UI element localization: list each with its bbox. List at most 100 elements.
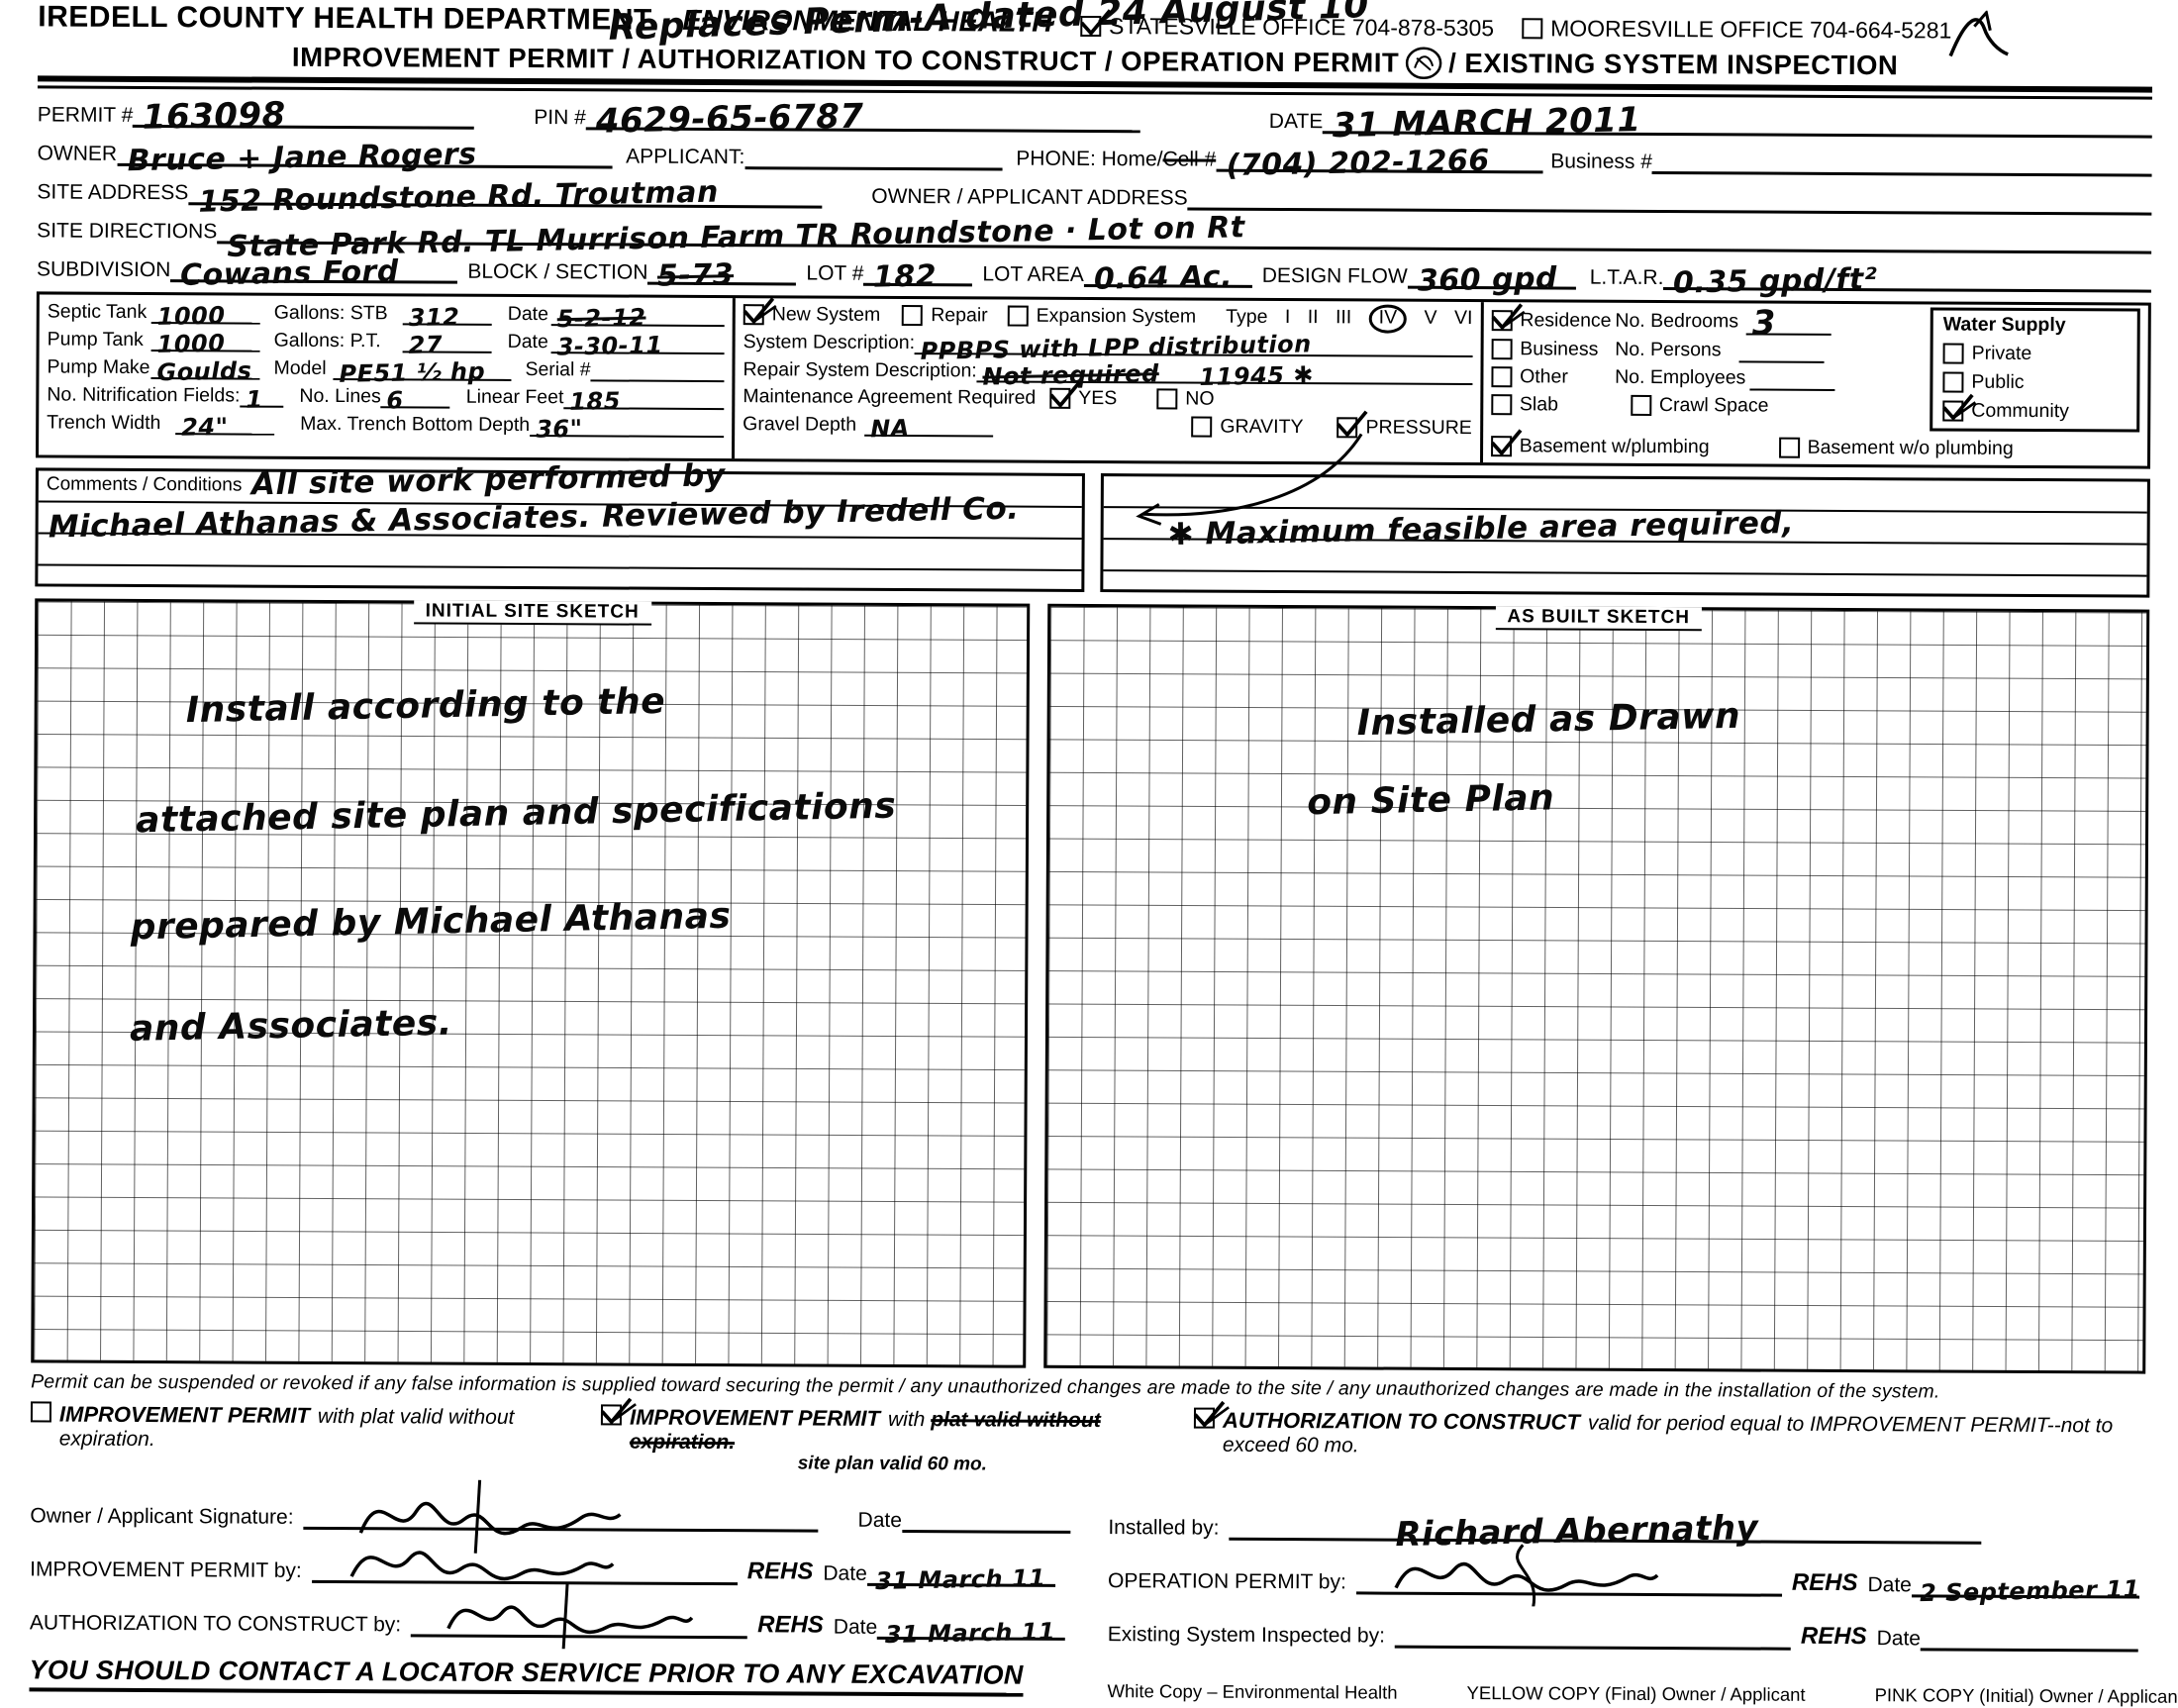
stb-date-field: 5-2-12 bbox=[550, 302, 725, 334]
pt-date-field: 3-30-11 bbox=[550, 330, 725, 361]
pressure-label: PRESSURE bbox=[1365, 415, 1472, 439]
basement-no-plumbing-checkbox[interactable] bbox=[1778, 437, 1800, 458]
phone-value: (704) 202-1266 bbox=[1225, 143, 1490, 183]
initial-sketch-line-2: attached site plan and specifications bbox=[135, 785, 897, 842]
atc-date-field: 31 March 11 bbox=[877, 1609, 1066, 1649]
ip-date-label: Date bbox=[823, 1561, 867, 1585]
signature-right-column: Installed by: Richard Abernathy OPERATIO… bbox=[1093, 1480, 2178, 1708]
mooresville-checkbox[interactable] bbox=[1522, 18, 1543, 40]
maintenance-no-checkbox[interactable] bbox=[1156, 388, 1178, 410]
site-address-field: 152 Roundstone Rd. Troutman bbox=[188, 175, 823, 220]
ltar-label: L.T.A.R. bbox=[1589, 265, 1664, 290]
copy-distribution: White Copy – Environmental Health YELLOW… bbox=[1107, 1680, 2178, 1708]
max-trench-depth-field: 36" bbox=[530, 413, 725, 445]
installed-by-label: Installed by: bbox=[1108, 1516, 1220, 1540]
residence-label: Residence bbox=[1520, 309, 1612, 332]
nitrification-fields-label: No. Nitrification Fields: bbox=[47, 383, 241, 407]
mooresville-office-option: MOORESVILLE OFFICE 704-664-5281 bbox=[1522, 15, 1951, 44]
block-section-field: 5-73 bbox=[647, 254, 797, 294]
system-description-value: PPBPS with LPP distribution bbox=[920, 330, 1313, 366]
row-permit-pin-date: PERMIT # 163098 PIN # 4629-65-6787 DATE … bbox=[37, 95, 2152, 146]
water-public-checkbox[interactable] bbox=[1942, 371, 1964, 393]
comments-section: Comments / Conditions All site work perf… bbox=[35, 433, 2150, 598]
subdivision-label: SUBDIVISION bbox=[36, 257, 171, 282]
model-field: PE51 ½ hp bbox=[333, 355, 512, 388]
linear-feet-label: Linear Feet bbox=[465, 385, 564, 409]
expansion-checkbox[interactable] bbox=[1007, 305, 1029, 327]
business-phone-field bbox=[1651, 144, 2152, 177]
facility-column: Residence No. Bedrooms 3 Business No. Pe… bbox=[1479, 302, 2148, 466]
nitrification-fields-field: 1 bbox=[240, 383, 284, 414]
subtitle-text-1: IMPROVEMENT PERMIT / AUTHORIZATION TO CO… bbox=[291, 41, 1400, 78]
authorization-checkbox[interactable] bbox=[1193, 1400, 1230, 1429]
maintenance-yes-checkbox[interactable] bbox=[1049, 381, 1081, 409]
rehs-label-2: REHS bbox=[757, 1611, 824, 1639]
opt3-bold: AUTHORIZATION TO CONSTRUCT bbox=[1222, 1407, 1580, 1435]
owner-signature-label: Owner / Applicant Signature: bbox=[30, 1504, 294, 1529]
crawl-space-checkbox[interactable] bbox=[1630, 394, 1652, 416]
initial-sketch-line-3: prepared by Michael Athanas bbox=[130, 895, 732, 949]
slab-label: Slab bbox=[1519, 392, 1559, 416]
applicant-field bbox=[744, 140, 1003, 171]
phone-field: (704) 202-1266 bbox=[1216, 142, 1543, 183]
site-directions-field: State Park Rd. TL Murrison Farm TR Round… bbox=[217, 210, 2152, 264]
pt-gallons-label: Gallons: P.T. bbox=[273, 329, 381, 352]
expansion-label: Expansion System bbox=[1036, 304, 1197, 328]
block-section-label: BLOCK / SECTION bbox=[467, 259, 648, 284]
stb-gallons-field: 312 bbox=[402, 301, 492, 332]
water-supply-title: Water Supply bbox=[1942, 313, 2066, 337]
owner-date-label: Date bbox=[857, 1508, 902, 1533]
operation-permit-by-label: OPERATION PERMIT by: bbox=[1108, 1569, 1346, 1594]
pump-tank-value: 1000 bbox=[156, 329, 226, 359]
stb-gallons-value: 312 bbox=[408, 303, 460, 333]
linear-feet-value: 185 bbox=[569, 387, 622, 417]
permit-number-label: PERMIT # bbox=[37, 103, 134, 127]
improvement-permit-1-checkbox[interactable] bbox=[30, 1401, 52, 1423]
statesville-office-option: STATESVILLE OFFICE 704-878-5305 bbox=[1079, 9, 1494, 42]
water-supply-box: Water Supply Private Public Community bbox=[1930, 307, 2140, 433]
new-system-checkbox[interactable] bbox=[742, 297, 777, 326]
basement-plumbing-checkbox[interactable] bbox=[1490, 429, 1523, 457]
subtitle-text-2: / EXISTING SYSTEM INSPECTION bbox=[1448, 47, 1899, 81]
slab-checkbox[interactable] bbox=[1490, 393, 1513, 415]
repair-description-extra: 11945 ✱ bbox=[1198, 361, 1314, 392]
fine-print: Permit can be suspended or revoked if an… bbox=[31, 1370, 1940, 1403]
pt-date-value: 3-30-11 bbox=[556, 331, 663, 361]
residence-checkbox[interactable] bbox=[1491, 303, 1526, 332]
yellow-copy-label: YELLOW COPY (Final) Owner / Applicant bbox=[1466, 1682, 1806, 1705]
water-private-checkbox[interactable] bbox=[1942, 343, 1964, 364]
maintenance-yes-label: YES bbox=[1078, 386, 1118, 410]
basement-plumbing-label: Basement w/plumbing bbox=[1519, 435, 1710, 458]
nitrification-fields-value: 1 bbox=[246, 385, 263, 415]
signature-left-column: Owner / Applicant Signature: Date IMPROV… bbox=[29, 1474, 1094, 1702]
owner-label: OWNER bbox=[37, 142, 118, 165]
lot-area-value: 0.64 Ac. bbox=[1093, 259, 1233, 297]
type-row: Type I II III IV V VI bbox=[1214, 304, 1472, 334]
other-label: Other bbox=[1520, 365, 1568, 388]
opt1-bold: IMPROVEMENT PERMIT bbox=[58, 1401, 311, 1428]
repair-checkbox[interactable] bbox=[902, 305, 924, 327]
gravel-depth-value: NA bbox=[869, 414, 910, 444]
improvement-permit-2-checkbox[interactable] bbox=[600, 1397, 637, 1426]
atc-date-value: 31 March 11 bbox=[884, 1618, 1056, 1650]
employees-field bbox=[1749, 366, 1835, 391]
circled-scribble bbox=[1405, 47, 1442, 80]
serial-field bbox=[590, 357, 725, 383]
water-community-checkbox[interactable] bbox=[1942, 393, 1977, 422]
applicant-label: APPLICANT: bbox=[626, 145, 745, 169]
other-checkbox[interactable] bbox=[1491, 366, 1513, 388]
max-trench-depth-value: 36" bbox=[535, 415, 583, 445]
pressure-checkbox[interactable] bbox=[1336, 410, 1368, 438]
pin-field: 4629-65-6787 bbox=[585, 97, 1140, 142]
signature-section: Owner / Applicant Signature: Date IMPROV… bbox=[29, 1474, 2178, 1707]
site-address-value: 152 Roundstone Rd. Troutman bbox=[198, 174, 720, 220]
gravel-depth-field: NA bbox=[864, 412, 994, 444]
ltar-field: 0.35 gpd/ft² bbox=[1663, 260, 2152, 301]
owner-signature bbox=[358, 1479, 622, 1554]
business-checkbox[interactable] bbox=[1491, 339, 1513, 360]
row-site-directions: SITE DIRECTIONS State Park Rd. TL Murris… bbox=[37, 210, 2152, 264]
statesville-checkbox[interactable] bbox=[1079, 9, 1112, 38]
row-subdivision-lot: SUBDIVISION Cowans Ford BLOCK / SECTION … bbox=[36, 251, 2152, 301]
form-header: IREDELL COUNTY HEALTH DEPARTMENT - ENVIR… bbox=[38, 0, 2152, 45]
